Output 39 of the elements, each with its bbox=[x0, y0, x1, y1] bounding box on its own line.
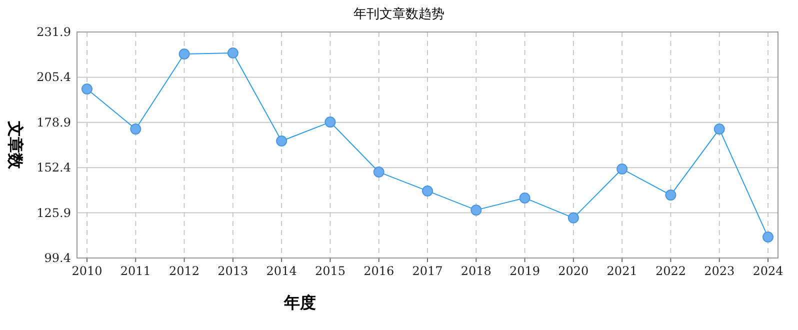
point bbox=[276, 135, 288, 146]
point bbox=[519, 192, 530, 204]
x-tick-label: 2023 bbox=[704, 264, 735, 278]
point bbox=[470, 204, 482, 216]
y-tick-label: 125.9 bbox=[36, 206, 71, 220]
point bbox=[665, 190, 676, 201]
x-tick-label: 2024 bbox=[752, 264, 784, 278]
point bbox=[568, 212, 579, 224]
x-tick-label: 2010 bbox=[72, 264, 102, 278]
y-tick-label: 152.4 bbox=[36, 160, 72, 175]
y-tick-label: 99.4 bbox=[44, 251, 72, 265]
x-tick-label: 2020 bbox=[558, 264, 589, 278]
x-tick-label: 2017 bbox=[412, 264, 443, 278]
point bbox=[762, 232, 774, 243]
x-tick-label: 2011 bbox=[120, 264, 151, 278]
x-tick-label: 2018 bbox=[460, 264, 492, 278]
x-axis-title: 年度 bbox=[283, 293, 316, 312]
point bbox=[130, 124, 142, 135]
chart-title: 年刊文章数趋势 bbox=[354, 7, 444, 22]
y-tick-label: 231.9 bbox=[36, 25, 71, 39]
x-tick-label: 2016 bbox=[364, 264, 394, 278]
y-axis-title: 文章数 bbox=[6, 120, 25, 170]
point bbox=[82, 83, 92, 94]
point bbox=[422, 185, 433, 196]
point bbox=[324, 116, 336, 128]
point bbox=[714, 124, 725, 135]
point bbox=[373, 166, 384, 178]
point bbox=[178, 48, 190, 60]
x-tick-label: 2015 bbox=[314, 264, 346, 278]
x-tick-label: 2022 bbox=[655, 264, 686, 278]
point bbox=[616, 163, 628, 174]
x-tick-label: 2014 bbox=[266, 264, 298, 278]
x-tick-label: 2012 bbox=[169, 264, 200, 278]
y-tick-label: 178.9 bbox=[36, 115, 71, 130]
x-tick-label: 2019 bbox=[510, 264, 540, 278]
point bbox=[227, 47, 238, 58]
x-tick-label: 2021 bbox=[606, 264, 638, 278]
y-tick-label: 205.4 bbox=[36, 70, 72, 84]
x-tick-label: 2013 bbox=[218, 264, 248, 278]
